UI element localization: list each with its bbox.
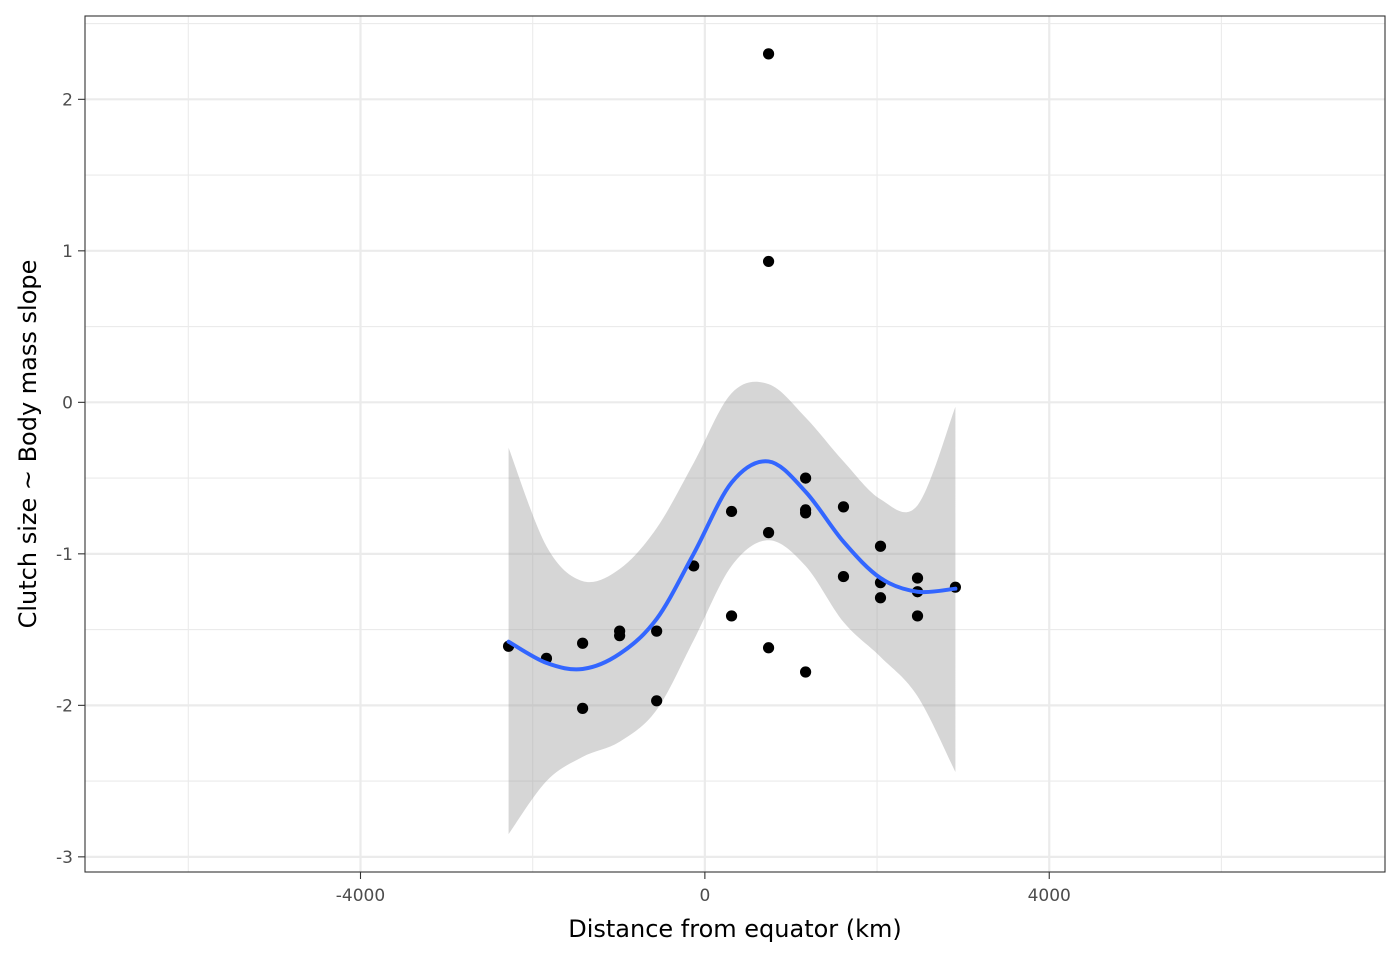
y-tick-label: 2 xyxy=(62,90,73,110)
smooth-line-layer xyxy=(506,459,958,672)
data-point xyxy=(762,255,775,268)
x-tick-label: 0 xyxy=(699,886,710,906)
data-point xyxy=(614,630,626,642)
data-point xyxy=(911,572,924,584)
data-point xyxy=(799,472,812,484)
x-axis: -4000 0 4000 xyxy=(336,872,1071,906)
y-axis-title: Clutch size ~ Body mass slope xyxy=(14,260,42,629)
y-tick-label: -3 xyxy=(56,848,73,868)
plot-panel xyxy=(85,16,1385,872)
data-point xyxy=(651,625,663,637)
data-point xyxy=(762,642,775,654)
major-grid xyxy=(85,16,1385,872)
x-tick-label: -4000 xyxy=(336,886,385,906)
confidence-ribbon-layer xyxy=(508,381,956,835)
data-point xyxy=(911,610,924,622)
data-point xyxy=(725,610,738,622)
data-point xyxy=(762,48,775,60)
data-point xyxy=(799,507,812,519)
data-point xyxy=(874,540,887,552)
data-point xyxy=(577,637,589,649)
data-point xyxy=(762,527,775,539)
y-tick-label: -2 xyxy=(56,696,73,716)
x-tick-label: 4000 xyxy=(1028,886,1071,906)
data-point xyxy=(874,592,887,604)
panel-border xyxy=(84,15,1386,873)
x-axis-title: Distance from equator (km) xyxy=(568,915,902,943)
data-point xyxy=(577,702,589,714)
y-tick-label: 0 xyxy=(62,393,73,413)
confidence-ribbon xyxy=(508,381,956,835)
y-axis: -3 -2 -1 0 1 2 xyxy=(56,90,85,868)
data-point xyxy=(651,695,663,707)
y-tick-label: -1 xyxy=(56,545,73,565)
minor-grid xyxy=(85,16,1385,872)
y-tick-label: 1 xyxy=(62,242,73,262)
data-point xyxy=(799,666,812,678)
data-point xyxy=(725,505,738,518)
data-point xyxy=(837,570,850,583)
data-point xyxy=(837,501,850,513)
smooth-line xyxy=(506,459,958,672)
